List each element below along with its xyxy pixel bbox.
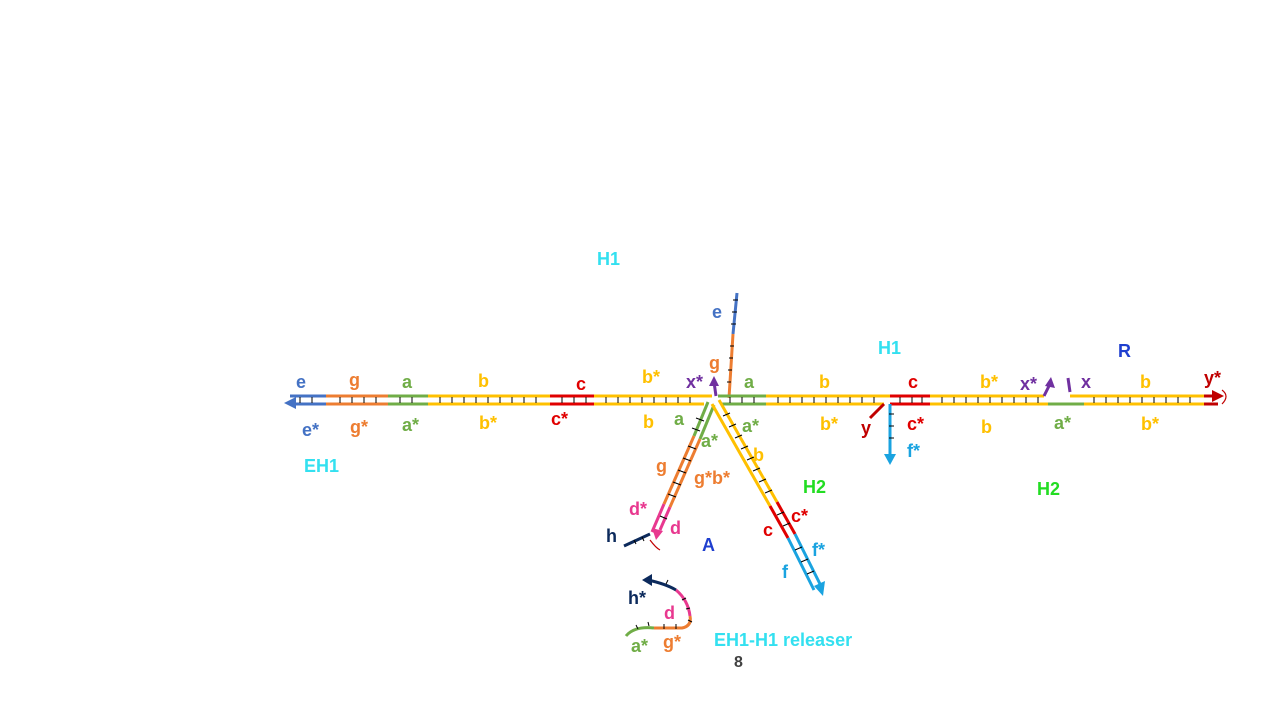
strand-y-stub [868, 402, 886, 420]
h2-arm [710, 399, 825, 596]
domain-a-diag: a [674, 409, 685, 429]
arrowhead-x-star-right [1045, 377, 1055, 388]
releaser-strand [624, 574, 693, 638]
domain-d-star: d* [629, 499, 647, 519]
strand-d-releaser [675, 588, 692, 617]
arrowhead-f-star [884, 454, 896, 465]
strand-c-diag-2 [775, 501, 797, 535]
domain-d: d [670, 518, 681, 538]
a-complex-arm [623, 401, 716, 551]
domain-c-diag: c [763, 520, 773, 540]
base-pair-ticks-left [299, 397, 691, 403]
domain-b-star-right3: b* [1141, 414, 1159, 434]
label-h2-mid: H2 [803, 477, 826, 497]
domain-e-vertical: e [712, 302, 722, 322]
domain-x-right: x [1081, 372, 1091, 392]
domain-f-diag: f [782, 562, 789, 582]
strand-g-vertical [727, 333, 735, 399]
domain-a-star: a* [402, 415, 419, 435]
strand-f-diag-1 [786, 537, 816, 591]
domain-g-diag: g [656, 456, 667, 476]
arrowhead-x-star [709, 376, 719, 386]
domain-a-center: a [744, 372, 755, 392]
domain-a-star-center: a* [742, 416, 759, 436]
domain-b-top: b [478, 371, 489, 391]
domain-x-star-center: x* [686, 372, 703, 392]
domain-a-star-diag: a* [701, 431, 718, 451]
domain-a-star-right: a* [1054, 413, 1071, 433]
eh1-duplex [284, 394, 712, 409]
domain-c-star-diag: c* [791, 506, 808, 526]
strand-h [623, 532, 651, 548]
h1-vertical-arm [709, 292, 739, 399]
domain-b-diag: b [753, 445, 764, 465]
domain-x-star-right: x* [1020, 374, 1037, 394]
domain-b-star-top: b* [642, 367, 660, 387]
domain-d-releaser: d [664, 603, 675, 623]
domain-a-star-releaser: a* [631, 636, 648, 656]
domain-b-bottom: b [643, 412, 654, 432]
label-eh1: EH1 [304, 456, 339, 476]
strand-a-diag-2 [698, 404, 716, 440]
fluorophore-curl-right [1221, 389, 1227, 405]
label-h1-right: H1 [878, 338, 901, 358]
strand-d-diag-1 [650, 503, 666, 533]
domain-e-star: e* [302, 420, 319, 440]
domain-b-right3: b [1140, 372, 1151, 392]
fluorophore-curl-a [649, 539, 661, 551]
label-r: R [1118, 341, 1131, 361]
label-h1-top: H1 [597, 249, 620, 269]
domain-b-star-right2: b* [980, 372, 998, 392]
right-duplex [718, 377, 1227, 465]
domain-b-star: b* [479, 413, 497, 433]
domain-y-star: y* [1204, 368, 1221, 388]
label-releaser: EH1-H1 releaser [714, 630, 852, 650]
strand-a-diag-1 [692, 401, 710, 437]
strand-b-diag-1 [710, 403, 772, 507]
domain-c-top: c [576, 374, 586, 394]
base-pair-ticks-right [729, 397, 1191, 403]
domain-f-star-right: f* [907, 441, 920, 461]
arrowhead-f [814, 581, 825, 596]
domain-f-star-diag: f* [812, 540, 825, 560]
domain-e-top: e [296, 372, 306, 392]
domain-g-top: g [349, 370, 360, 390]
arrowhead-d [652, 528, 663, 540]
domain-b-star-right: b* [820, 414, 838, 434]
domain-b-right2: b [981, 417, 992, 437]
arrowhead-h-star [642, 574, 652, 586]
domain-y: y [861, 418, 871, 438]
arrowhead-e-left [284, 397, 296, 409]
domain-a-top: a [402, 372, 413, 392]
strand-e-vertical [731, 292, 739, 335]
strand-a-star-releaser [624, 626, 655, 638]
domain-g-vertical: g [709, 353, 720, 373]
domain-c-star: c* [551, 409, 568, 429]
page-number: 8 [734, 654, 743, 671]
domain-c-star-right: c* [907, 414, 924, 434]
domain-g-star-b-star: g*b* [694, 468, 730, 488]
domain-g-star: g* [350, 417, 368, 437]
strand-c-diag-1 [768, 505, 790, 539]
domain-b-right: b [819, 372, 830, 392]
arrowhead-y-star [1212, 390, 1224, 402]
domain-h: h [606, 526, 617, 546]
domain-g-star-releaser: g* [663, 632, 681, 652]
domain-h-star-releaser: h* [628, 588, 646, 608]
strand-h-star-releaser [647, 578, 677, 592]
domain-c-right: c [908, 372, 918, 392]
label-h2-right: H2 [1037, 479, 1060, 499]
strand-x-stub [1066, 377, 1072, 393]
strand-b-diag-2 [717, 399, 779, 503]
label-a: A [702, 535, 715, 555]
